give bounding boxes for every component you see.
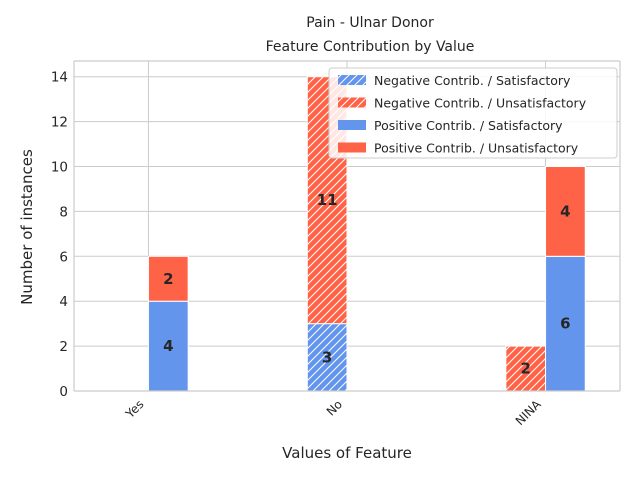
- x-tick-label: NINA: [513, 397, 544, 428]
- legend-entry-label: Negative Contrib. / Satisfactory: [374, 73, 571, 88]
- bar-hatch-overlay: [307, 323, 347, 391]
- bar-value-label: 4: [163, 337, 173, 355]
- bar-value-label: 4: [560, 202, 570, 220]
- legend: Negative Contrib. / Satisfactory Negative…: [328, 67, 618, 159]
- x-tick-label: No: [324, 397, 345, 418]
- bar-value-label: 6: [560, 315, 570, 333]
- x-axis-title: Values of Feature: [282, 444, 412, 462]
- bar-positive-contrib-satisfactory: [147, 300, 189, 392]
- y-tick-label: 14: [51, 70, 68, 86]
- bar-labels: 4 2 3 11 2 6 4: [163, 191, 571, 377]
- y-tick-label: 4: [59, 294, 68, 310]
- y-tick-label: 0: [59, 384, 68, 400]
- bar-value-label: 3: [322, 348, 332, 366]
- bar-positive-contrib-unsatisfactory: [545, 166, 586, 257]
- legend-swatch-hatch: [338, 75, 366, 85]
- legend-entry-label: Positive Contrib. / Unsatisfactory: [374, 141, 579, 156]
- legend-entry-label: Negative Contrib. / Unsatisfactory: [374, 96, 587, 111]
- legend-swatch: [338, 142, 366, 153]
- y-tick-label: 2: [59, 339, 68, 355]
- bar-value-label: 11: [317, 191, 338, 209]
- y-tick-label: 12: [51, 115, 68, 131]
- x-tick-label: Yes: [122, 397, 146, 421]
- chart-title-line-2: Feature Contribution by Value: [266, 39, 475, 55]
- legend-swatch-hatch: [338, 97, 366, 108]
- bar-value-label: 2: [520, 360, 530, 378]
- y-tick-label: 8: [59, 204, 68, 220]
- legend-entry-label: Positive Contrib. / Satisfactory: [374, 118, 563, 133]
- y-axis-title: Number of instances: [18, 149, 36, 305]
- bars: [147, 76, 586, 392]
- y-tick-label: 10: [51, 160, 68, 176]
- legend-swatch: [338, 120, 366, 130]
- y-tick-label: 6: [59, 249, 68, 265]
- bar-positive-contrib-unsatisfactory: [147, 255, 189, 302]
- bar-value-label: 2: [163, 270, 173, 288]
- legend-box: [328, 67, 618, 159]
- chart-title-line-1: Pain - Ulnar Donor: [306, 15, 434, 31]
- bar-hatch-overlay: [505, 346, 546, 391]
